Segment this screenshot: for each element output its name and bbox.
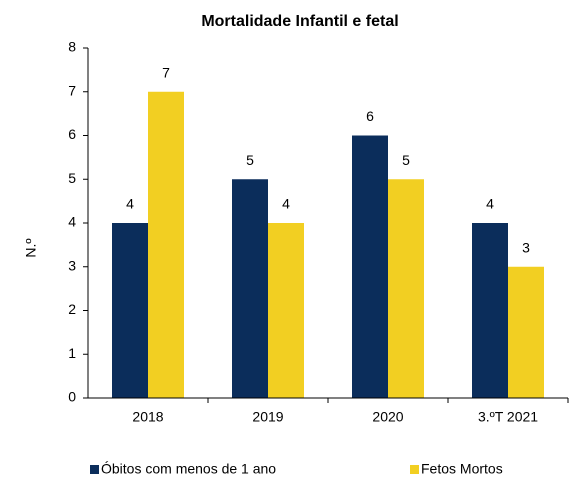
legend-label: Óbitos com menos de 1 ano <box>101 461 276 477</box>
data-label: 3 <box>522 239 530 255</box>
y-tick-label: 4 <box>68 214 76 230</box>
legend-swatch <box>410 465 419 474</box>
y-axis-label: N.º <box>23 238 39 257</box>
bar <box>148 91 184 398</box>
x-tick-label: 3.ºT 2021 <box>478 409 538 425</box>
data-label: 4 <box>486 196 494 212</box>
data-label: 7 <box>162 64 170 80</box>
y-tick-label: 2 <box>68 301 76 317</box>
data-label: 5 <box>246 152 254 168</box>
y-tick-label: 5 <box>68 170 76 186</box>
data-label: 6 <box>366 108 374 124</box>
bar <box>352 135 388 398</box>
y-tick-label: 8 <box>68 39 76 55</box>
y-tick-label: 7 <box>68 82 76 98</box>
x-tick-label: 2018 <box>132 409 163 425</box>
data-label: 5 <box>402 152 410 168</box>
x-tick-label: 2019 <box>252 409 283 425</box>
data-label: 4 <box>126 196 134 212</box>
bar <box>472 223 508 398</box>
legend-swatch <box>90 465 99 474</box>
data-label: 4 <box>282 196 290 212</box>
y-tick-label: 0 <box>68 389 76 405</box>
y-tick-label: 3 <box>68 257 76 273</box>
bar <box>268 223 304 398</box>
bar <box>388 179 424 398</box>
chart-title: Mortalidade Infantil e fetal <box>201 13 398 30</box>
y-tick-label: 6 <box>68 126 76 142</box>
legend-label: Fetos Mortos <box>421 461 503 477</box>
y-tick-label: 1 <box>68 345 76 361</box>
bar <box>112 223 148 398</box>
x-tick-label: 2020 <box>372 409 403 425</box>
bar <box>232 179 268 398</box>
bar <box>508 266 544 398</box>
